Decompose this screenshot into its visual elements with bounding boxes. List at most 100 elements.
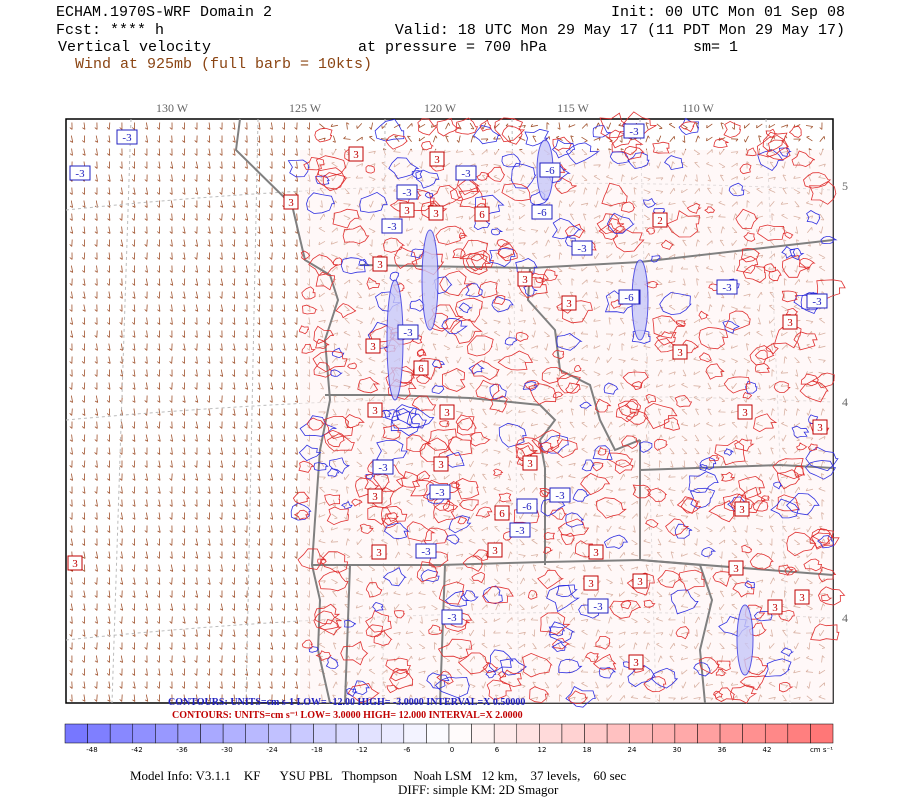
- contour-line: [528, 383, 557, 405]
- lon-label: 125 W: [289, 101, 322, 115]
- contour-line: [431, 385, 445, 394]
- contour-line: [595, 636, 611, 650]
- colorbar-box: [471, 723, 495, 744]
- contour-line: [455, 117, 479, 135]
- contour-line: [592, 125, 612, 138]
- contour-label-box: [812, 419, 828, 435]
- contour-line: [781, 290, 798, 303]
- contour-line: [499, 669, 522, 688]
- contour-line: [471, 571, 485, 584]
- colorbar-box: [493, 723, 518, 744]
- contour-line: [811, 372, 835, 389]
- contour-line: [411, 395, 437, 412]
- colorbar-box: [606, 723, 630, 744]
- contour-line: [724, 310, 751, 331]
- contour-line: [643, 198, 657, 208]
- contour-line: [303, 156, 325, 171]
- contour-label: 6: [499, 508, 505, 520]
- colorbar-tick-label: 6: [495, 746, 500, 754]
- contour-line: [661, 239, 674, 250]
- contour-line: [465, 282, 483, 297]
- contour-line: [800, 373, 819, 387]
- colorbar-box: [810, 723, 834, 744]
- contour-line: [396, 404, 418, 426]
- contour-line: [609, 599, 642, 619]
- contour-line: [565, 142, 600, 165]
- contour-line: [638, 441, 653, 453]
- contour-line: [665, 518, 690, 536]
- contour-label: 6: [418, 363, 424, 375]
- contour-line: [434, 676, 470, 699]
- contour-line: [548, 626, 565, 637]
- contour-line: [323, 415, 354, 440]
- contour-label-box: [439, 404, 455, 420]
- contour-line: [546, 584, 581, 613]
- contour-line: [723, 120, 742, 138]
- contour-line: [675, 626, 690, 640]
- contour-line: [458, 232, 468, 240]
- contour-line: [612, 228, 645, 253]
- contour-line: [631, 381, 643, 390]
- contour-line: [435, 225, 466, 245]
- contour-line: [686, 202, 702, 214]
- contour-line: [736, 255, 759, 274]
- contour-line: [614, 459, 634, 475]
- contour-line: [308, 646, 319, 653]
- contour-line: [365, 624, 384, 638]
- contour-line: [643, 599, 656, 608]
- contour-label-box: [561, 295, 577, 311]
- colorbar-box: [539, 723, 563, 744]
- contour-line: [757, 224, 786, 241]
- contour-line: [332, 208, 360, 229]
- contour-line: [365, 165, 375, 174]
- contour-label: -6: [522, 501, 532, 513]
- contour-line: [666, 210, 700, 238]
- contour-line: [791, 425, 810, 439]
- contour-line: [598, 222, 620, 240]
- pressure: at pressure = 700 hPa: [358, 39, 547, 56]
- contour-line: [415, 169, 440, 189]
- contour-line: [778, 147, 792, 157]
- contour-label-box: [372, 256, 388, 272]
- contour-line: [315, 155, 347, 178]
- contour-line: [574, 364, 582, 373]
- contour-label: 3: [593, 547, 599, 559]
- contour-line: [538, 441, 554, 454]
- axis-labels: 130 W 125 W 120 W 115 W 110 W 5 4 4: [156, 101, 848, 625]
- contour-label-box: [399, 202, 415, 218]
- contour-line: [811, 528, 840, 550]
- contour-line: [654, 438, 669, 451]
- contour-line: [427, 428, 457, 451]
- colorbar-tick-label: -36: [176, 746, 188, 754]
- contour-label: 3: [527, 458, 533, 470]
- init: Init: 00 UTC Mon 01 Sep 08: [611, 4, 845, 21]
- contour-line: [313, 325, 335, 344]
- contour-label-box: [716, 279, 738, 295]
- contour-line: [645, 519, 659, 528]
- contour-label: -3: [403, 327, 413, 339]
- contour-line: [607, 218, 625, 234]
- contour-line: [749, 345, 775, 366]
- contour-line: [551, 139, 576, 159]
- contour-label: -6: [537, 207, 547, 219]
- lat-label: 5: [842, 179, 848, 193]
- contour-line: [499, 658, 527, 676]
- contour-line: [313, 462, 329, 471]
- contour-line: [796, 442, 808, 451]
- contour-line: [551, 217, 582, 240]
- contour-line: [552, 349, 565, 360]
- contour-label-box: [587, 598, 609, 614]
- contour-label: 3: [353, 149, 359, 161]
- contour-line: [732, 582, 755, 598]
- contour-line: [501, 125, 523, 145]
- contour-line: [539, 490, 550, 498]
- contour-line: [515, 331, 529, 342]
- contour-label-box: [494, 505, 510, 521]
- contour-line: [805, 460, 837, 480]
- contour-line: [395, 471, 421, 488]
- contour-label-box: [69, 165, 91, 181]
- contour-line: [708, 455, 720, 462]
- contour-line: [383, 237, 406, 253]
- contour-line: [678, 569, 705, 592]
- colorbar-box: [64, 723, 88, 744]
